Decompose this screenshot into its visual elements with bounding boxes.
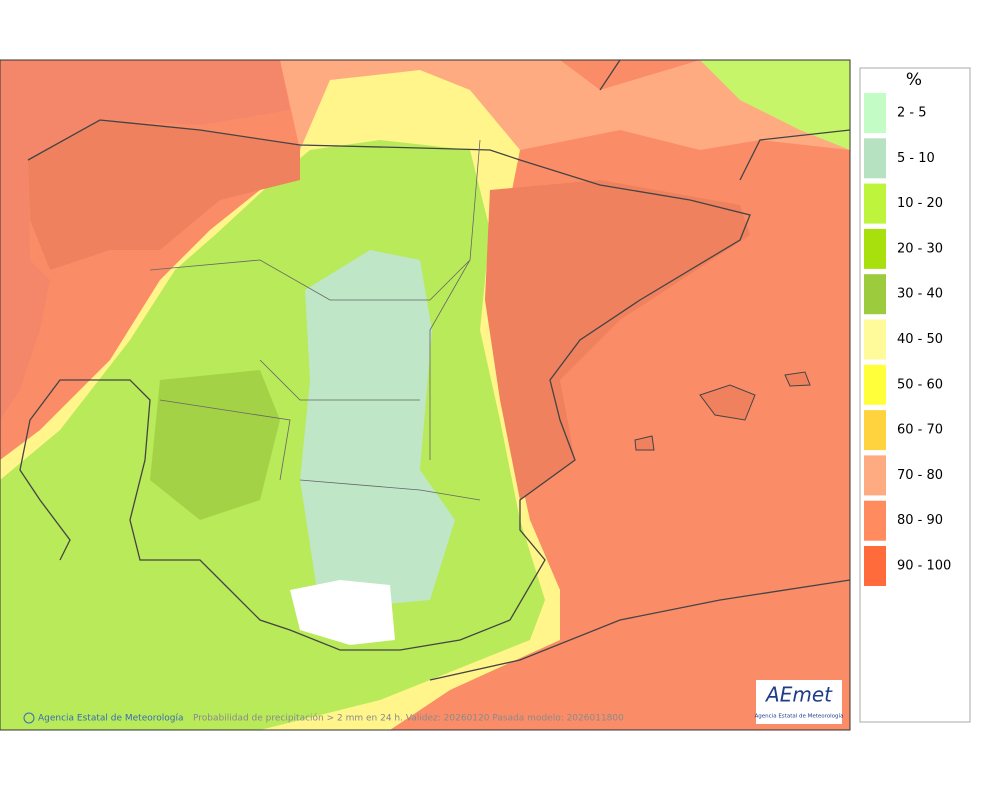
region-red-west — [0, 60, 290, 420]
copyright-icon — [23, 712, 35, 724]
legend-swatch — [864, 274, 886, 315]
legend-label: 80 - 90 — [897, 513, 943, 528]
balearic-islands — [634, 371, 811, 451]
legend-label: 5 - 10 — [897, 151, 935, 166]
legend-swatch — [864, 500, 886, 541]
legend-label: 30 - 40 — [897, 287, 943, 302]
region-red-east — [485, 180, 750, 500]
legend-label: 50 - 60 — [897, 377, 943, 392]
logo-subtitle: Agencia Estatal de Meteorología — [755, 713, 844, 720]
legend-title: % — [906, 70, 922, 90]
borders — [149, 139, 481, 501]
legend-swatch — [864, 138, 886, 179]
region-cyan — [300, 250, 455, 610]
map: Agencia Estatal de Meteorología Probabil… — [0, 59, 851, 731]
legend-swatch — [864, 93, 886, 133]
legend-swatch — [864, 228, 886, 269]
map-frame — [0, 59, 851, 731]
coastline — [19, 59, 851, 681]
region-darkgreen — [150, 370, 280, 520]
legend-label: 10 - 20 — [897, 196, 943, 211]
region-white — [290, 580, 395, 645]
legend-swatch — [864, 319, 886, 360]
legend-label: 60 - 70 — [897, 423, 943, 438]
legend-swatch — [864, 183, 886, 224]
logo-box — [756, 680, 842, 724]
legend-label: 2 - 5 — [897, 106, 927, 121]
legend: % 2 - 5 5 - 10 10 - 20 20 - 30 30 - 40 40 - 5… — [859, 67, 971, 723]
legend-swatch — [864, 364, 886, 405]
region-red-north — [28, 120, 300, 270]
legend-swatch — [864, 410, 886, 451]
legend-label: 40 - 50 — [897, 332, 943, 347]
logo-name: AEmet — [764, 683, 833, 707]
legend-label: 90 - 100 — [897, 559, 951, 574]
band-green-ne — [700, 60, 850, 150]
legend-swatch — [864, 455, 886, 496]
legend-label: 70 - 80 — [897, 468, 943, 483]
description: Probabilidad de precipitación > 2 mm en … — [193, 713, 624, 724]
legend-label: 20 - 30 — [897, 241, 943, 256]
legend-swatch — [864, 546, 886, 586]
credit: Agencia Estatal de Meteorología — [38, 714, 184, 724]
